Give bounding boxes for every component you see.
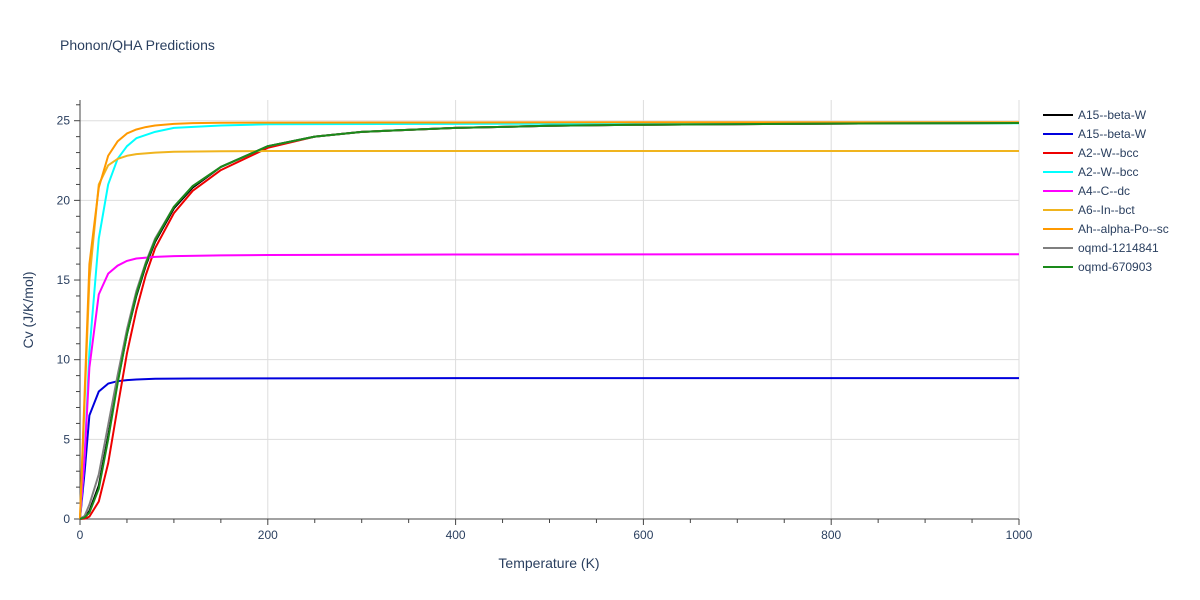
x-tick-label: 1000 (1006, 528, 1033, 542)
legend-label: A2--W--bcc (1078, 165, 1138, 179)
legend-item-3: A2--W--bcc (1043, 146, 1138, 160)
legend: A15--beta-W A15--beta-W A2--W--bcc A2--W--b… (1043, 108, 1169, 274)
legend-item-8: oqmd-1214841 (1043, 241, 1159, 255)
plot-area (79, 121, 1020, 520)
legend-label: A2--W--bcc (1078, 146, 1138, 160)
legend-label: A6--In--bct (1078, 203, 1135, 217)
y-tick-label: 10 (57, 353, 71, 367)
legend-label: oqmd-1214841 (1078, 241, 1159, 255)
legend-label: Ah--alpha-Po--sc (1078, 222, 1169, 236)
legend-label: A15--beta-W (1078, 127, 1147, 141)
series-line-6 (79, 149, 1019, 520)
x-tick-label: 600 (633, 528, 653, 542)
legend-label: A15--beta-W (1078, 108, 1147, 122)
series-line-1 (79, 121, 1020, 520)
series-line-2 (79, 377, 1019, 520)
y-tick-label: 20 (57, 193, 71, 207)
grid-lines (80, 100, 1020, 519)
series-line-3 (79, 121, 1020, 520)
x-tick-label: 800 (821, 528, 841, 542)
series-line-5 (79, 253, 1019, 520)
axes (74, 100, 1020, 525)
y-tick-label: 25 (57, 114, 71, 128)
legend-item-7: Ah--alpha-Po--sc (1043, 222, 1169, 236)
legend-item-6: A6--In--bct (1043, 203, 1135, 217)
series-line-8 (79, 121, 1020, 520)
legend-item-2: A15--beta-W (1043, 127, 1147, 141)
legend-label: A4--C--dc (1078, 184, 1130, 198)
legend-item-4: A2--W--bcc (1043, 165, 1138, 179)
y-axis-title: Cv (J/K/mol) (20, 272, 36, 349)
tick-labels: 0 200 400 600 800 1000 0 5 10 15 20 25 (57, 114, 1033, 542)
legend-item-1: A15--beta-W (1043, 108, 1147, 122)
x-tick-label: 200 (258, 528, 278, 542)
chart-title: Phonon/QHA Predictions (60, 37, 215, 53)
legend-label: oqmd-670903 (1078, 260, 1152, 274)
x-tick-label: 400 (446, 528, 466, 542)
y-tick-label: 5 (63, 432, 70, 446)
legend-item-9: oqmd-670903 (1043, 260, 1152, 274)
legend-item-5: A4--C--dc (1043, 184, 1130, 198)
series-line-4 (79, 122, 1020, 520)
x-tick-label: 0 (77, 528, 84, 542)
x-axis-title: Temperature (K) (498, 555, 599, 571)
y-tick-label: 0 (63, 512, 70, 526)
y-tick-label: 15 (57, 273, 71, 287)
series-line-9 (79, 121, 1020, 520)
series-line-7 (79, 121, 1019, 520)
